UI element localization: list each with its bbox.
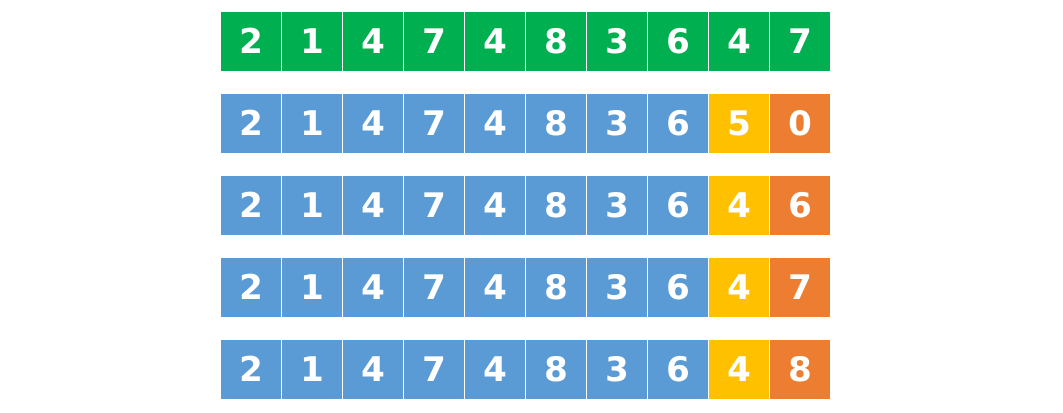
digit-cell: 7	[404, 176, 464, 235]
digit-cell: 4	[709, 12, 769, 71]
digit-cell: 4	[343, 340, 403, 399]
digit-cell: 4	[343, 94, 403, 153]
digit-cell: 4	[465, 258, 525, 317]
digit-cell: 8	[526, 12, 586, 71]
digit-cell: 3	[587, 258, 647, 317]
digit-cell-highlight-orange: 0	[770, 94, 830, 153]
digit-cell: 4	[343, 258, 403, 317]
digit-cell: 6	[648, 12, 708, 71]
digit-cell-highlight-orange: 8	[770, 340, 830, 399]
digit-cell: 6	[648, 340, 708, 399]
digit-cell: 2	[221, 94, 281, 153]
digit-cell: 1	[282, 176, 342, 235]
digit-cell: 7	[404, 258, 464, 317]
digit-cell: 2	[221, 258, 281, 317]
digit-cell: 8	[526, 176, 586, 235]
digit-cell: 3	[587, 176, 647, 235]
digit-cell-highlight-yellow: 4	[709, 340, 769, 399]
digit-cell: 1	[282, 12, 342, 71]
digit-cell: 4	[465, 94, 525, 153]
digit-cell: 7	[404, 340, 464, 399]
digit-cell: 4	[343, 12, 403, 71]
digit-cell: 8	[526, 94, 586, 153]
digit-cell-highlight-yellow: 5	[709, 94, 769, 153]
digit-cell: 3	[587, 94, 647, 153]
digit-cell: 1	[282, 94, 342, 153]
digit-cell: 4	[343, 176, 403, 235]
digit-cell-highlight-yellow: 4	[709, 176, 769, 235]
digit-cell: 8	[526, 340, 586, 399]
digit-cell: 2	[221, 340, 281, 399]
digit-cell: 6	[648, 258, 708, 317]
digit-cell: 2	[221, 12, 281, 71]
digit-cell: 6	[648, 176, 708, 235]
digit-cell: 3	[587, 340, 647, 399]
digit-cell: 8	[526, 258, 586, 317]
digit-cell: 7	[770, 12, 830, 71]
digit-cell: 4	[465, 12, 525, 71]
digit-cell-highlight-yellow: 4	[709, 258, 769, 317]
digit-cell: 3	[587, 12, 647, 71]
digit-cell-highlight-orange: 6	[770, 176, 830, 235]
digit-cell: 6	[648, 94, 708, 153]
digit-cell: 1	[282, 340, 342, 399]
digit-cell-highlight-orange: 7	[770, 258, 830, 317]
digit-cell: 2	[221, 176, 281, 235]
digit-cell: 4	[465, 176, 525, 235]
digit-cell: 7	[404, 12, 464, 71]
digit-cell: 7	[404, 94, 464, 153]
digit-cell: 1	[282, 258, 342, 317]
digit-cell: 4	[465, 340, 525, 399]
